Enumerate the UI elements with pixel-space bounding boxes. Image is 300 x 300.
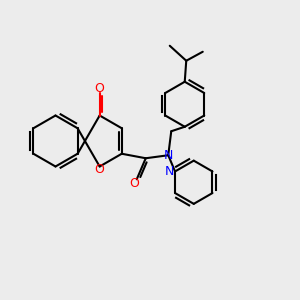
Text: N: N [164, 149, 173, 162]
Text: O: O [95, 82, 105, 95]
Text: O: O [129, 177, 139, 190]
Text: N: N [165, 165, 174, 178]
Text: O: O [95, 163, 105, 176]
